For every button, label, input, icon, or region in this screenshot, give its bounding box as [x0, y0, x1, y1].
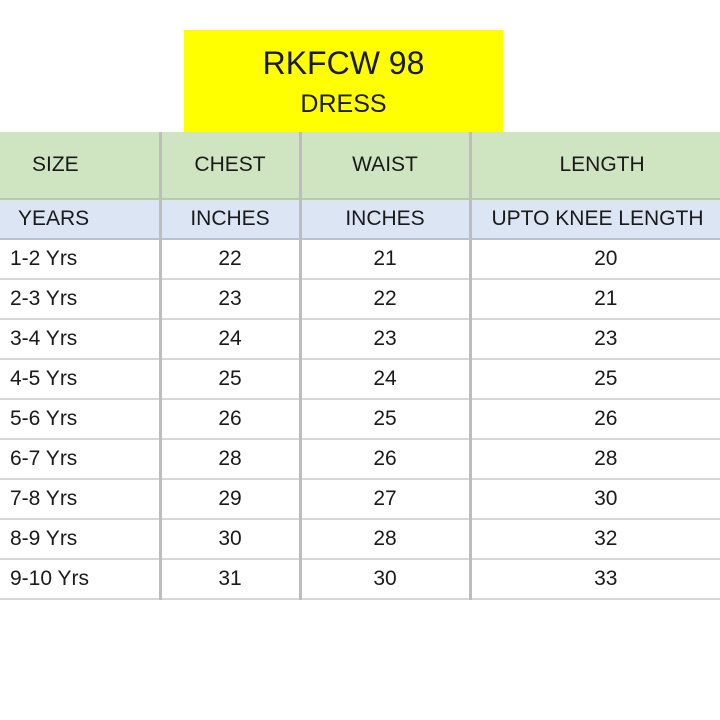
cell-chest: 23 — [160, 279, 302, 320]
cell-waist: 24 — [300, 359, 472, 400]
cell-waist: 26 — [300, 439, 472, 480]
unit-size: YEARS — [0, 199, 162, 240]
cell-length: 21 — [470, 279, 720, 320]
cell-length: 25 — [470, 359, 720, 400]
cell-chest: 29 — [160, 479, 302, 520]
product-code: RKFCW 98 — [262, 45, 425, 81]
product-type: DRESS — [300, 90, 387, 118]
cell-waist: 22 — [300, 279, 472, 320]
header-chest: CHEST — [160, 132, 302, 200]
cell-size: 3-4 Yrs — [0, 319, 162, 360]
cell-size: 8-9 Yrs — [0, 519, 162, 560]
cell-chest: 24 — [160, 319, 302, 360]
cell-length: 20 — [470, 239, 720, 280]
header-row: SIZE CHEST WAIST LENGTH — [0, 132, 720, 200]
table-row: 2-3 Yrs 23 22 21 — [0, 279, 720, 320]
cell-chest: 22 — [160, 239, 302, 280]
cell-chest: 31 — [160, 559, 302, 600]
cell-waist: 21 — [300, 239, 472, 280]
unit-chest: INCHES — [160, 199, 302, 240]
table-row: 5-6 Yrs 26 25 26 — [0, 399, 720, 440]
cell-chest: 26 — [160, 399, 302, 440]
unit-waist: INCHES — [300, 199, 472, 240]
cell-size: 4-5 Yrs — [0, 359, 162, 400]
cell-waist: 25 — [300, 399, 472, 440]
table-row: 3-4 Yrs 24 23 23 — [0, 319, 720, 360]
table-body: 1-2 Yrs 22 21 20 2-3 Yrs 23 22 21 3-4 Yrs 24 23 23 4… — [0, 239, 720, 600]
header-size: SIZE — [0, 132, 162, 200]
table-row: 8-9 Yrs 30 28 32 — [0, 519, 720, 560]
cell-chest: 25 — [160, 359, 302, 400]
cell-length: 30 — [470, 479, 720, 520]
cell-waist: 27 — [300, 479, 472, 520]
cell-length: 33 — [470, 559, 720, 600]
unit-row: YEARS INCHES INCHES UPTO KNEE LENGTH — [0, 199, 720, 240]
cell-waist: 30 — [300, 559, 472, 600]
cell-length: 26 — [470, 399, 720, 440]
cell-length: 32 — [470, 519, 720, 560]
cell-size: 5-6 Yrs — [0, 399, 162, 440]
cell-size: 7-8 Yrs — [0, 479, 162, 520]
header-length: LENGTH — [470, 132, 720, 200]
cell-length: 28 — [470, 439, 720, 480]
header-waist: WAIST — [300, 132, 472, 200]
table-row: 9-10 Yrs 31 30 33 — [0, 559, 720, 600]
cell-waist: 28 — [300, 519, 472, 560]
size-table: SIZE CHEST WAIST LENGTH YEARS INCHES INC… — [0, 132, 720, 600]
unit-length: UPTO KNEE LENGTH — [470, 199, 720, 240]
cell-size: 1-2 Yrs — [0, 239, 162, 280]
title-box: RKFCW 98 DRESS — [184, 30, 503, 132]
cell-chest: 28 — [160, 439, 302, 480]
table-row: 1-2 Yrs 22 21 20 — [0, 239, 720, 280]
cell-size: 6-7 Yrs — [0, 439, 162, 480]
cell-size: 2-3 Yrs — [0, 279, 162, 320]
cell-length: 23 — [470, 319, 720, 360]
cell-waist: 23 — [300, 319, 472, 360]
table-row: 6-7 Yrs 28 26 28 — [0, 439, 720, 480]
table-row: 7-8 Yrs 29 27 30 — [0, 479, 720, 520]
table-row: 4-5 Yrs 25 24 25 — [0, 359, 720, 400]
cell-size: 9-10 Yrs — [0, 559, 162, 600]
cell-chest: 30 — [160, 519, 302, 560]
